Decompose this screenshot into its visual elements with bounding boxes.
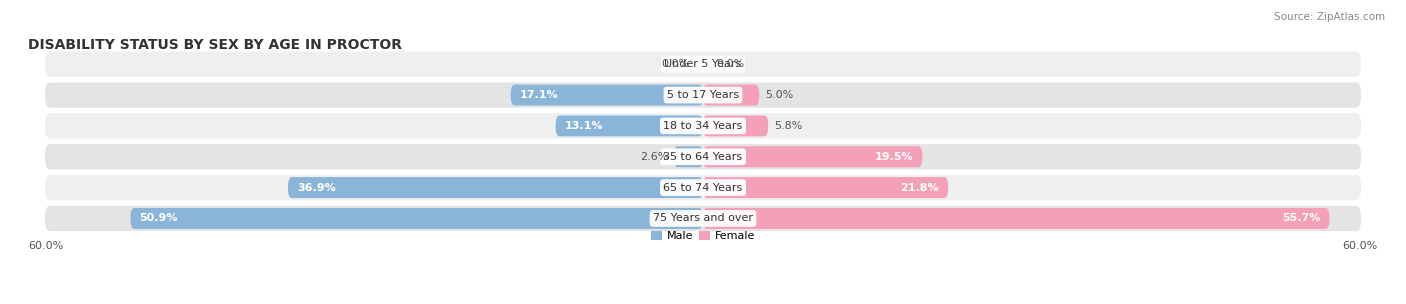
FancyBboxPatch shape [45, 82, 1361, 108]
FancyBboxPatch shape [45, 144, 1361, 169]
Text: Under 5 Years: Under 5 Years [665, 59, 741, 69]
Text: 5.8%: 5.8% [773, 121, 803, 131]
FancyBboxPatch shape [45, 113, 1361, 139]
FancyBboxPatch shape [288, 177, 703, 198]
Text: 2.6%: 2.6% [640, 152, 668, 162]
Text: Source: ZipAtlas.com: Source: ZipAtlas.com [1274, 12, 1385, 22]
Text: 55.7%: 55.7% [1282, 213, 1320, 223]
FancyBboxPatch shape [703, 146, 922, 167]
Text: 18 to 34 Years: 18 to 34 Years [664, 121, 742, 131]
Legend: Male, Female: Male, Female [647, 226, 759, 246]
FancyBboxPatch shape [703, 116, 768, 136]
FancyBboxPatch shape [45, 175, 1361, 200]
Text: 0.0%: 0.0% [717, 59, 745, 69]
Text: 17.1%: 17.1% [520, 90, 558, 100]
Text: 13.1%: 13.1% [565, 121, 603, 131]
Text: 21.8%: 21.8% [901, 183, 939, 193]
FancyBboxPatch shape [131, 208, 703, 229]
FancyBboxPatch shape [673, 146, 703, 167]
Text: 0.0%: 0.0% [661, 59, 689, 69]
Text: 50.9%: 50.9% [139, 213, 179, 223]
FancyBboxPatch shape [703, 177, 948, 198]
Text: 60.0%: 60.0% [28, 240, 63, 250]
Text: 5.0%: 5.0% [765, 90, 793, 100]
FancyBboxPatch shape [703, 85, 759, 105]
Text: 36.9%: 36.9% [297, 183, 336, 193]
Text: 65 to 74 Years: 65 to 74 Years [664, 183, 742, 193]
FancyBboxPatch shape [45, 52, 1361, 77]
FancyBboxPatch shape [510, 85, 703, 105]
FancyBboxPatch shape [703, 208, 1330, 229]
FancyBboxPatch shape [45, 206, 1361, 231]
Text: 35 to 64 Years: 35 to 64 Years [664, 152, 742, 162]
Text: 19.5%: 19.5% [875, 152, 914, 162]
Text: 5 to 17 Years: 5 to 17 Years [666, 90, 740, 100]
FancyBboxPatch shape [555, 116, 703, 136]
Text: 75 Years and over: 75 Years and over [652, 213, 754, 223]
Text: DISABILITY STATUS BY SEX BY AGE IN PROCTOR: DISABILITY STATUS BY SEX BY AGE IN PROCT… [28, 38, 402, 52]
Text: 60.0%: 60.0% [1343, 240, 1378, 250]
